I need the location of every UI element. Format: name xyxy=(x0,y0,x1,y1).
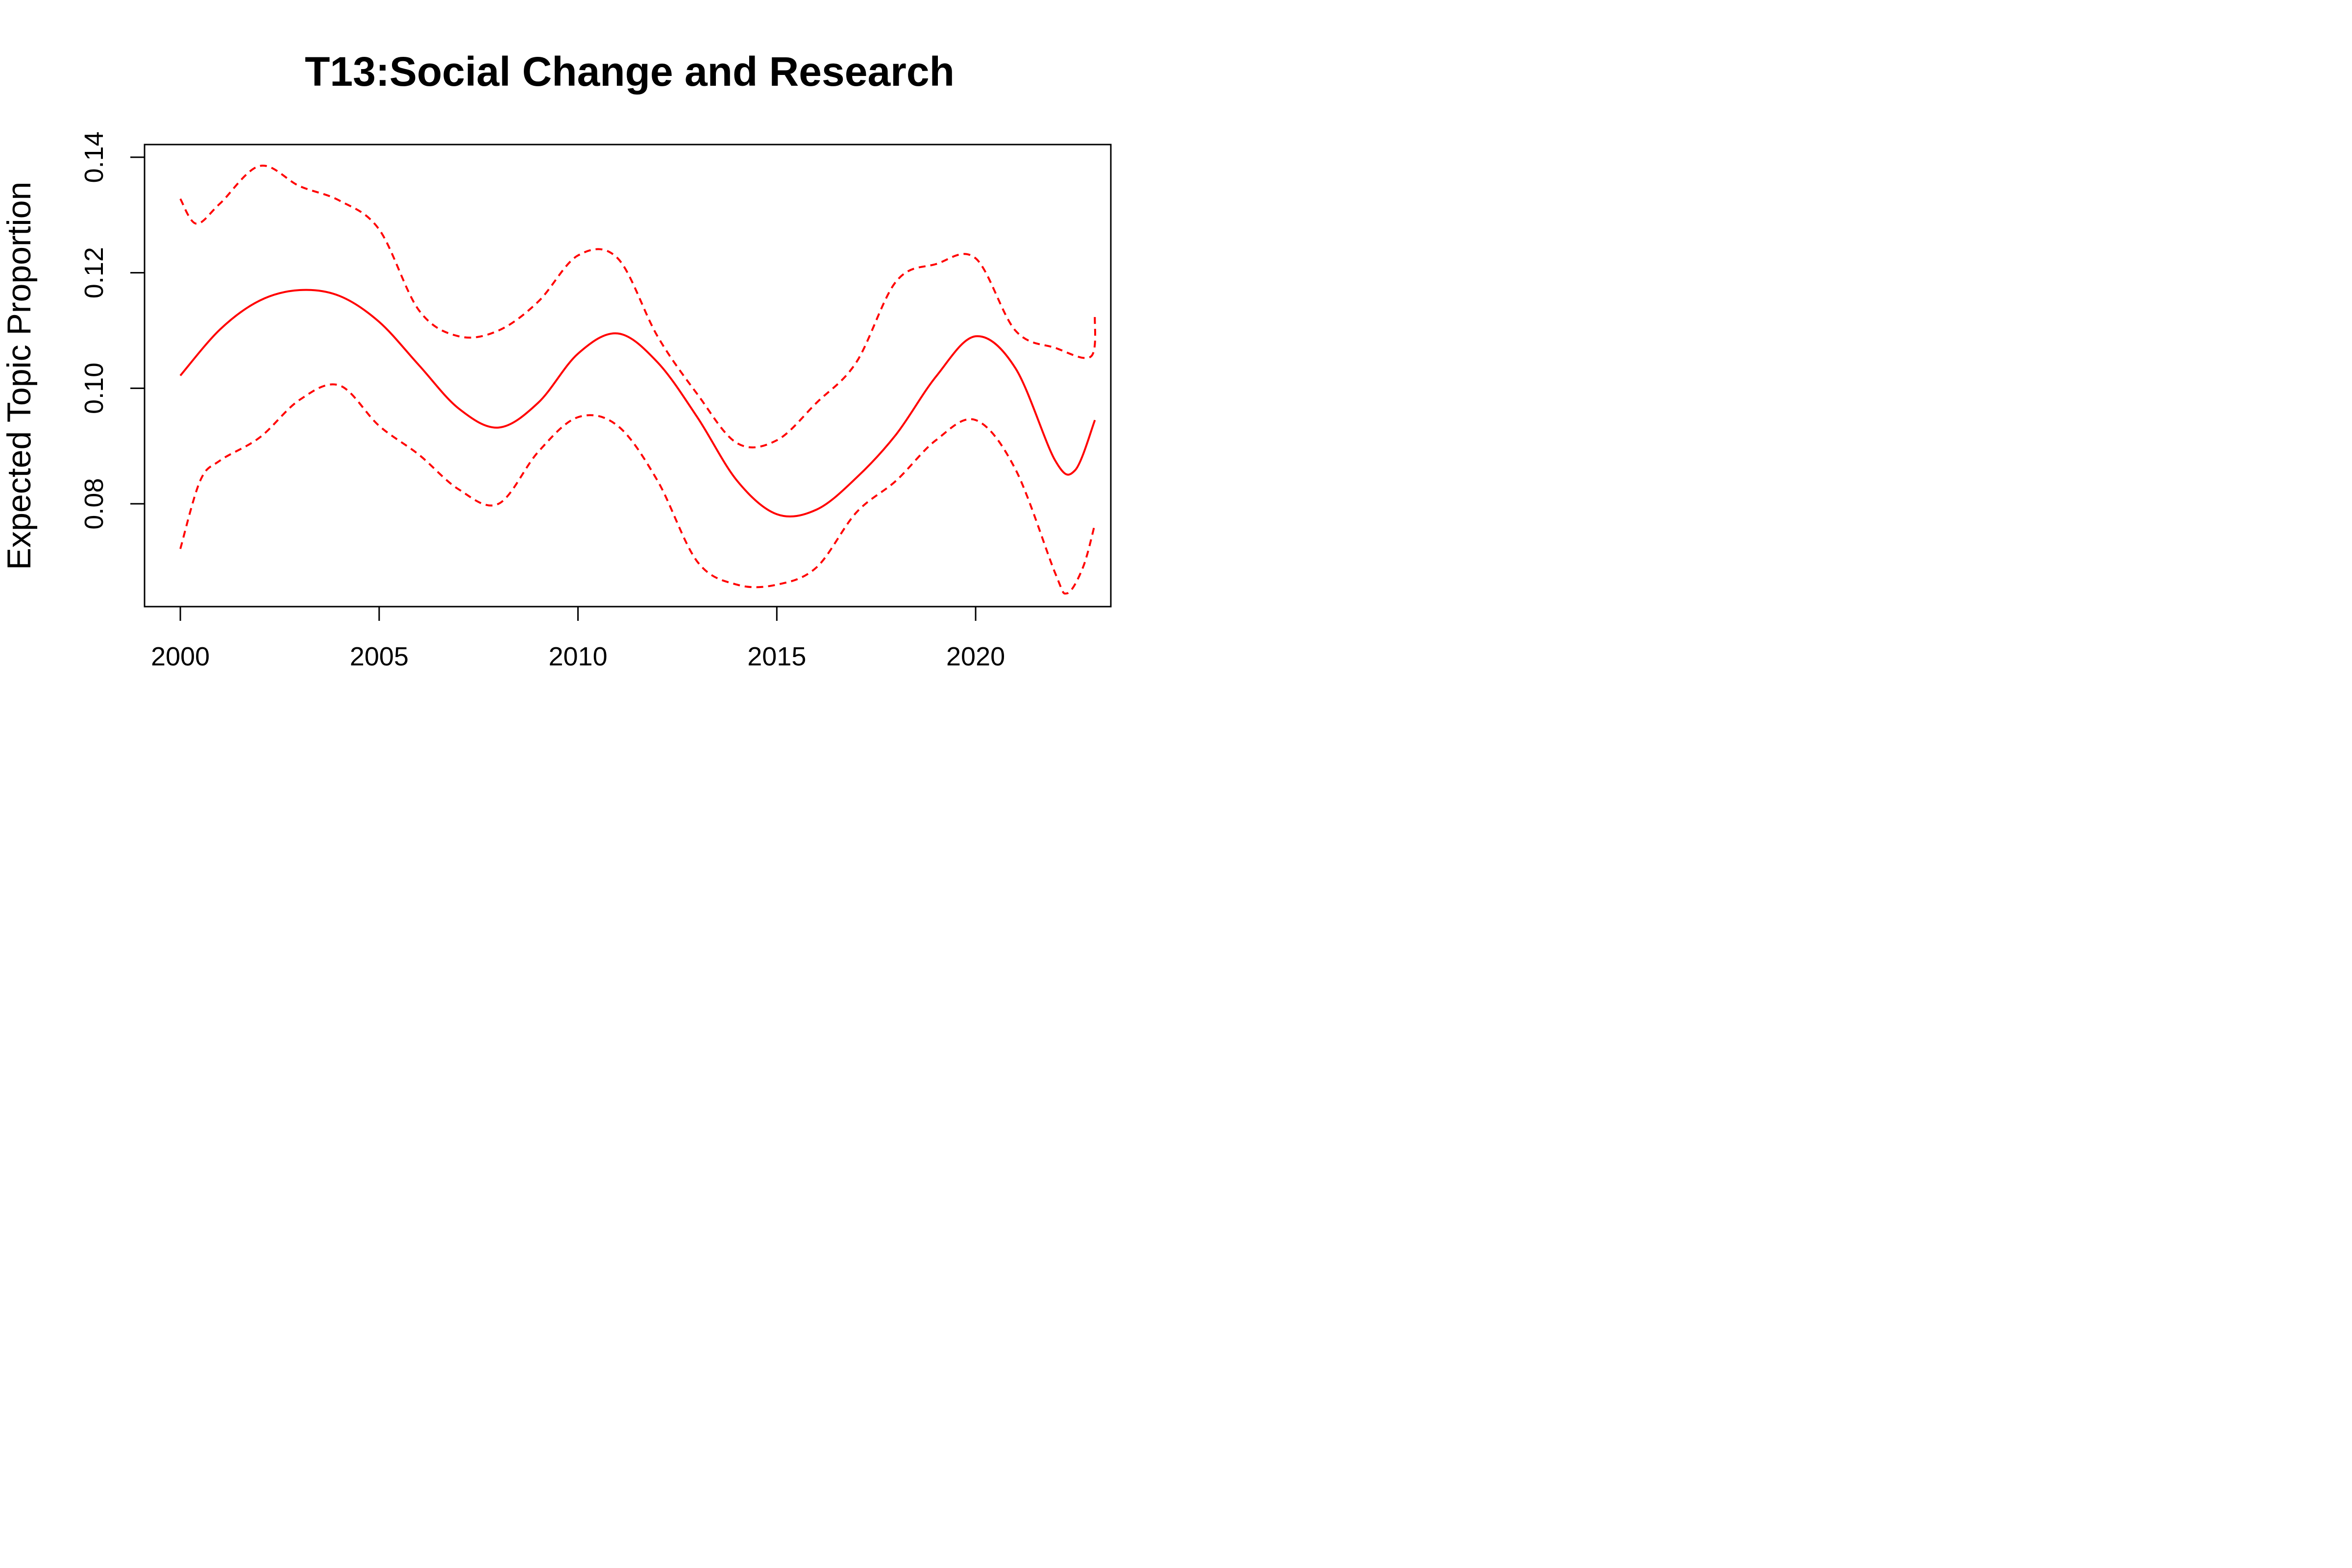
series-line-estimate xyxy=(179,289,1096,518)
plot-frame xyxy=(144,144,1112,608)
x-tick-label: 2020 xyxy=(946,642,1005,671)
chart-title: T13:Social Change and Research xyxy=(305,49,955,95)
x-tick-label: 2010 xyxy=(548,642,607,671)
y-tick-label: 0.08 xyxy=(79,478,109,530)
series-layer xyxy=(179,164,1097,595)
x-tick-label: 2005 xyxy=(350,642,409,671)
series-line-upper-ci xyxy=(179,164,1097,449)
x-tick-label: 2015 xyxy=(747,642,806,671)
y-tick-label: 0.14 xyxy=(79,131,109,183)
x-tick-label: 2000 xyxy=(151,642,210,671)
y-axis: 0.08 0.10 0.12 0.14 xyxy=(79,131,146,530)
series-line-lower-ci xyxy=(179,383,1096,595)
y-tick-label: 0.12 xyxy=(79,247,109,298)
y-tick-label: 0.10 xyxy=(79,363,109,414)
y-axis-label: Expected Topic Proportion xyxy=(0,182,38,570)
x-axis: 2000 2005 2010 2015 2020 xyxy=(151,606,1005,671)
